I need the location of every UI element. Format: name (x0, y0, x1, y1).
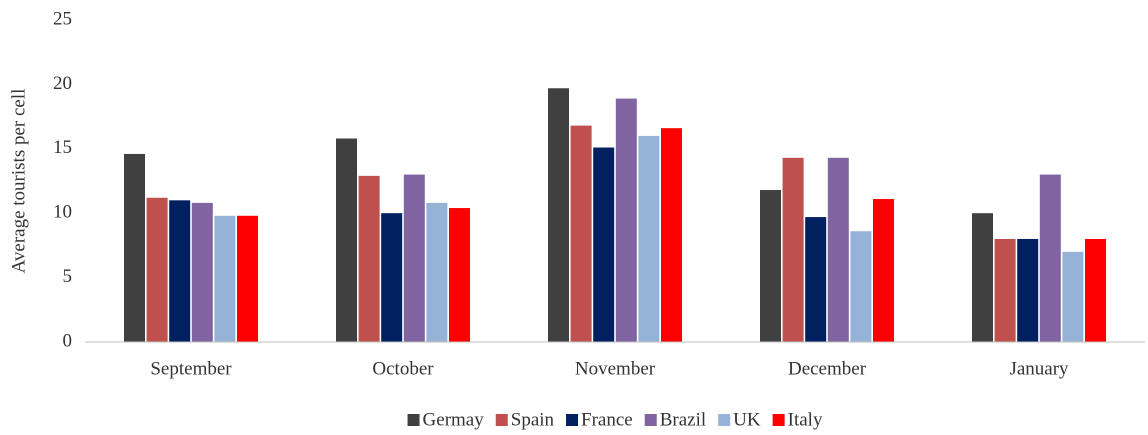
legend-swatch (407, 414, 420, 426)
bar (336, 138, 357, 342)
legend-label: Italy (788, 409, 823, 430)
legend-label: Brazil (660, 409, 706, 430)
legend-swatch (772, 414, 785, 426)
bar (214, 215, 236, 342)
x-tick-label: December (788, 358, 867, 379)
y-tick-label: 15 (53, 137, 72, 158)
legend-label: UK (733, 409, 761, 430)
bar (237, 215, 258, 342)
bar (805, 217, 827, 342)
bar (1039, 174, 1061, 342)
bar (548, 88, 569, 342)
bar (760, 190, 781, 342)
legend-swatch (495, 414, 508, 426)
y-tick-label: 0 (63, 330, 73, 351)
y-tick-label: 5 (63, 266, 73, 287)
bar (593, 147, 615, 342)
bar (827, 157, 849, 342)
bar (403, 174, 425, 342)
bar (124, 153, 145, 342)
y-tick-label: 10 (53, 202, 72, 223)
legend-swatch (644, 414, 657, 426)
x-tick-label: September (150, 358, 232, 379)
bar (850, 231, 872, 342)
bar (661, 128, 682, 342)
y-axis-label: Average tourists per cell (8, 89, 29, 274)
bar (1062, 251, 1084, 342)
bar (972, 213, 993, 342)
bar (381, 213, 403, 342)
bar (615, 98, 637, 343)
bar (1017, 238, 1039, 342)
y-tick-label: 25 (53, 8, 72, 29)
bar (1085, 238, 1106, 342)
bar (169, 200, 191, 342)
y-tick-label: 20 (53, 73, 72, 94)
bar (449, 208, 470, 342)
legend-swatch (566, 414, 579, 426)
bar (358, 175, 380, 342)
x-tick-label: October (372, 358, 434, 379)
legend-label: France (581, 409, 633, 430)
bar (570, 125, 592, 342)
bar (994, 238, 1016, 342)
bar (191, 202, 213, 342)
legend-label: Spain (511, 409, 555, 430)
legend-label: Germay (423, 409, 485, 430)
bar (638, 135, 660, 342)
x-tick-label: November (575, 358, 656, 379)
bar (146, 197, 168, 342)
x-tick-label: January (1009, 358, 1069, 379)
bar (426, 202, 448, 342)
legend-swatch (718, 414, 731, 426)
bar (873, 199, 894, 342)
bar (782, 157, 804, 342)
